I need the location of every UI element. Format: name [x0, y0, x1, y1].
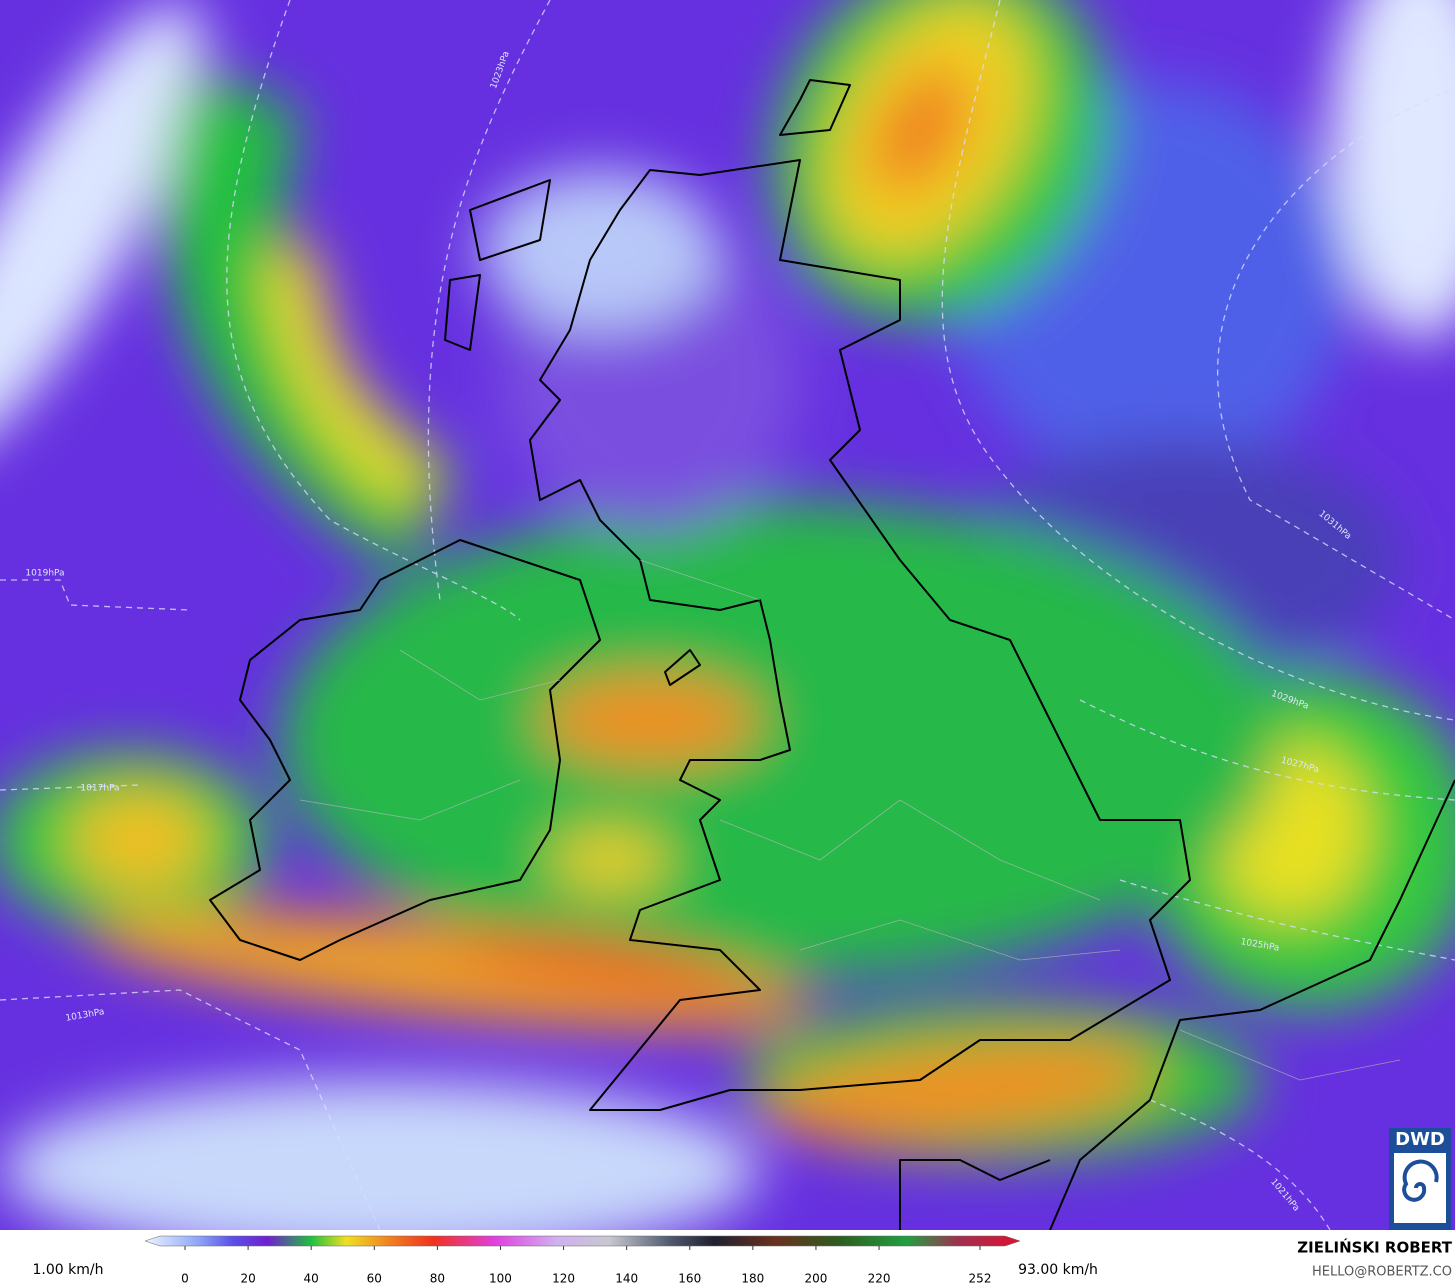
coastlines: [209, 79, 1455, 1231]
tick-label: 180: [741, 1272, 764, 1286]
logo-text: DWD: [1395, 1129, 1445, 1150]
contact: HELLO@ROBERTZ.CO: [1312, 1265, 1452, 1280]
dwd-logo: DWD: [1389, 1128, 1451, 1252]
tick-label: 60: [367, 1272, 382, 1286]
tick-label: 40: [304, 1272, 319, 1286]
tick-label: 200: [804, 1272, 827, 1286]
legend-bar: 1.00 km/h 93.00 km/h ZIELIŃSKI ROBERT HE…: [33, 1235, 1453, 1286]
author: ZIELIŃSKI ROBERT: [1297, 1238, 1452, 1257]
tick-label: 120: [552, 1272, 575, 1286]
wind-field: [0, 0, 1455, 1260]
isobars: [0, 0, 1455, 1231]
tick-label: 220: [868, 1272, 891, 1286]
logo-swirl: [1402, 1159, 1439, 1202]
legend-min: 1.00 km/h: [33, 1262, 104, 1278]
tick-label: 252: [969, 1272, 992, 1286]
tick-label: 160: [678, 1272, 701, 1286]
tick-label: 80: [430, 1272, 445, 1286]
wind-map: 1023hPa1019hPa1017hPa1013hPa1031hPa1029h…: [0, 0, 1455, 1260]
legend-max: 93.00 km/h: [1018, 1262, 1098, 1278]
isobar-label: 1019hPa: [25, 569, 64, 579]
tick-label: 140: [615, 1272, 638, 1286]
isobar-label: 1017hPa: [80, 784, 119, 794]
borders: [299, 559, 1401, 1081]
tick-label: 100: [489, 1272, 512, 1286]
tick-label: 0: [181, 1272, 189, 1286]
colorbar: [144, 1235, 1021, 1247]
tick-label: 20: [240, 1272, 255, 1286]
